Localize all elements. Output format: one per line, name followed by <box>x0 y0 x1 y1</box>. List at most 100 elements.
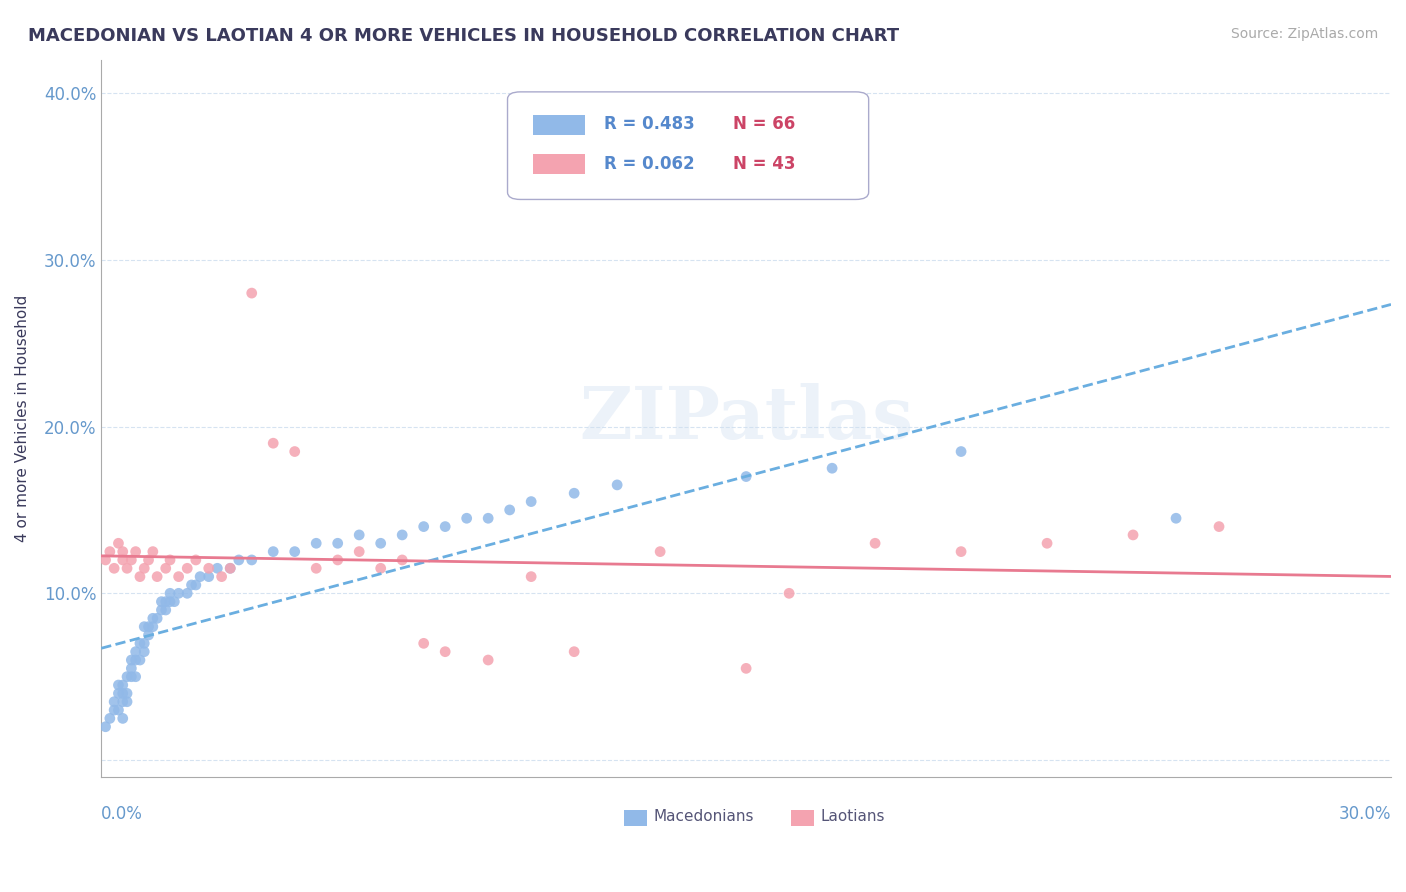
Text: 30.0%: 30.0% <box>1339 805 1391 823</box>
Point <box>120 670 142 684</box>
Point <box>305 561 328 575</box>
Point <box>134 636 156 650</box>
Point <box>412 636 434 650</box>
Point <box>159 594 181 608</box>
Point <box>326 536 349 550</box>
Point <box>391 553 413 567</box>
Point <box>167 569 190 583</box>
Point <box>434 519 457 533</box>
Point <box>146 569 169 583</box>
Point <box>111 695 134 709</box>
Point <box>735 469 758 483</box>
Point <box>1036 536 1059 550</box>
Text: Macedonians: Macedonians <box>654 809 754 824</box>
Point <box>120 653 142 667</box>
Point <box>138 628 160 642</box>
Point <box>347 528 370 542</box>
Text: R = 0.062: R = 0.062 <box>605 154 695 172</box>
Text: 0.0%: 0.0% <box>101 805 143 823</box>
Point <box>124 544 146 558</box>
Text: ZIPatlas: ZIPatlas <box>579 383 912 454</box>
Point <box>124 653 146 667</box>
Text: Source: ZipAtlas.com: Source: ZipAtlas.com <box>1230 27 1378 41</box>
Point <box>111 544 134 558</box>
Point <box>477 511 499 525</box>
Point <box>107 536 129 550</box>
FancyBboxPatch shape <box>533 154 585 174</box>
Point <box>107 703 129 717</box>
Point <box>150 603 173 617</box>
Point <box>146 611 169 625</box>
FancyBboxPatch shape <box>792 810 814 825</box>
FancyBboxPatch shape <box>508 92 869 200</box>
Point <box>207 561 229 575</box>
Point <box>562 486 585 500</box>
Point <box>262 436 284 450</box>
Point <box>115 670 138 684</box>
Point <box>134 645 156 659</box>
Text: N = 43: N = 43 <box>733 154 796 172</box>
FancyBboxPatch shape <box>533 115 585 135</box>
Point <box>115 561 138 575</box>
Point <box>520 494 543 508</box>
Point <box>155 561 177 575</box>
Point <box>115 695 138 709</box>
Point <box>120 553 142 567</box>
Point <box>197 569 219 583</box>
Point <box>124 670 146 684</box>
Point <box>180 578 202 592</box>
Point <box>184 578 207 592</box>
Point <box>111 711 134 725</box>
Point <box>434 645 457 659</box>
Point <box>107 686 129 700</box>
Point <box>950 444 973 458</box>
Point <box>107 678 129 692</box>
Point <box>111 686 134 700</box>
Point <box>176 586 198 600</box>
Point <box>562 645 585 659</box>
Point <box>391 528 413 542</box>
Point <box>347 544 370 558</box>
Point <box>228 553 250 567</box>
Point <box>197 561 219 575</box>
Point <box>240 286 263 301</box>
Point <box>134 561 156 575</box>
FancyBboxPatch shape <box>624 810 647 825</box>
Point <box>1122 528 1144 542</box>
Point <box>1208 519 1230 533</box>
Point <box>142 620 165 634</box>
Point <box>778 586 800 600</box>
Point <box>412 519 434 533</box>
Point <box>821 461 844 475</box>
Point <box>134 620 156 634</box>
Point <box>150 594 173 608</box>
Point <box>94 720 117 734</box>
Point <box>129 569 152 583</box>
Point <box>520 569 543 583</box>
Point <box>103 695 125 709</box>
Point <box>167 586 190 600</box>
Point <box>176 561 198 575</box>
Point <box>326 553 349 567</box>
Point <box>477 653 499 667</box>
Point <box>124 645 146 659</box>
Point <box>456 511 478 525</box>
Text: MACEDONIAN VS LAOTIAN 4 OR MORE VEHICLES IN HOUSEHOLD CORRELATION CHART: MACEDONIAN VS LAOTIAN 4 OR MORE VEHICLES… <box>28 27 900 45</box>
Point <box>98 711 121 725</box>
Point <box>155 603 177 617</box>
Point <box>219 561 242 575</box>
Point <box>94 553 117 567</box>
Point <box>284 544 307 558</box>
Point <box>163 594 186 608</box>
Point <box>159 586 181 600</box>
Point <box>142 611 165 625</box>
Point <box>735 661 758 675</box>
Point <box>142 544 165 558</box>
Point <box>138 620 160 634</box>
Y-axis label: 4 or more Vehicles in Household: 4 or more Vehicles in Household <box>15 294 30 541</box>
Point <box>305 536 328 550</box>
Point <box>111 553 134 567</box>
Point <box>111 678 134 692</box>
Text: N = 66: N = 66 <box>733 115 796 133</box>
Point <box>211 569 233 583</box>
